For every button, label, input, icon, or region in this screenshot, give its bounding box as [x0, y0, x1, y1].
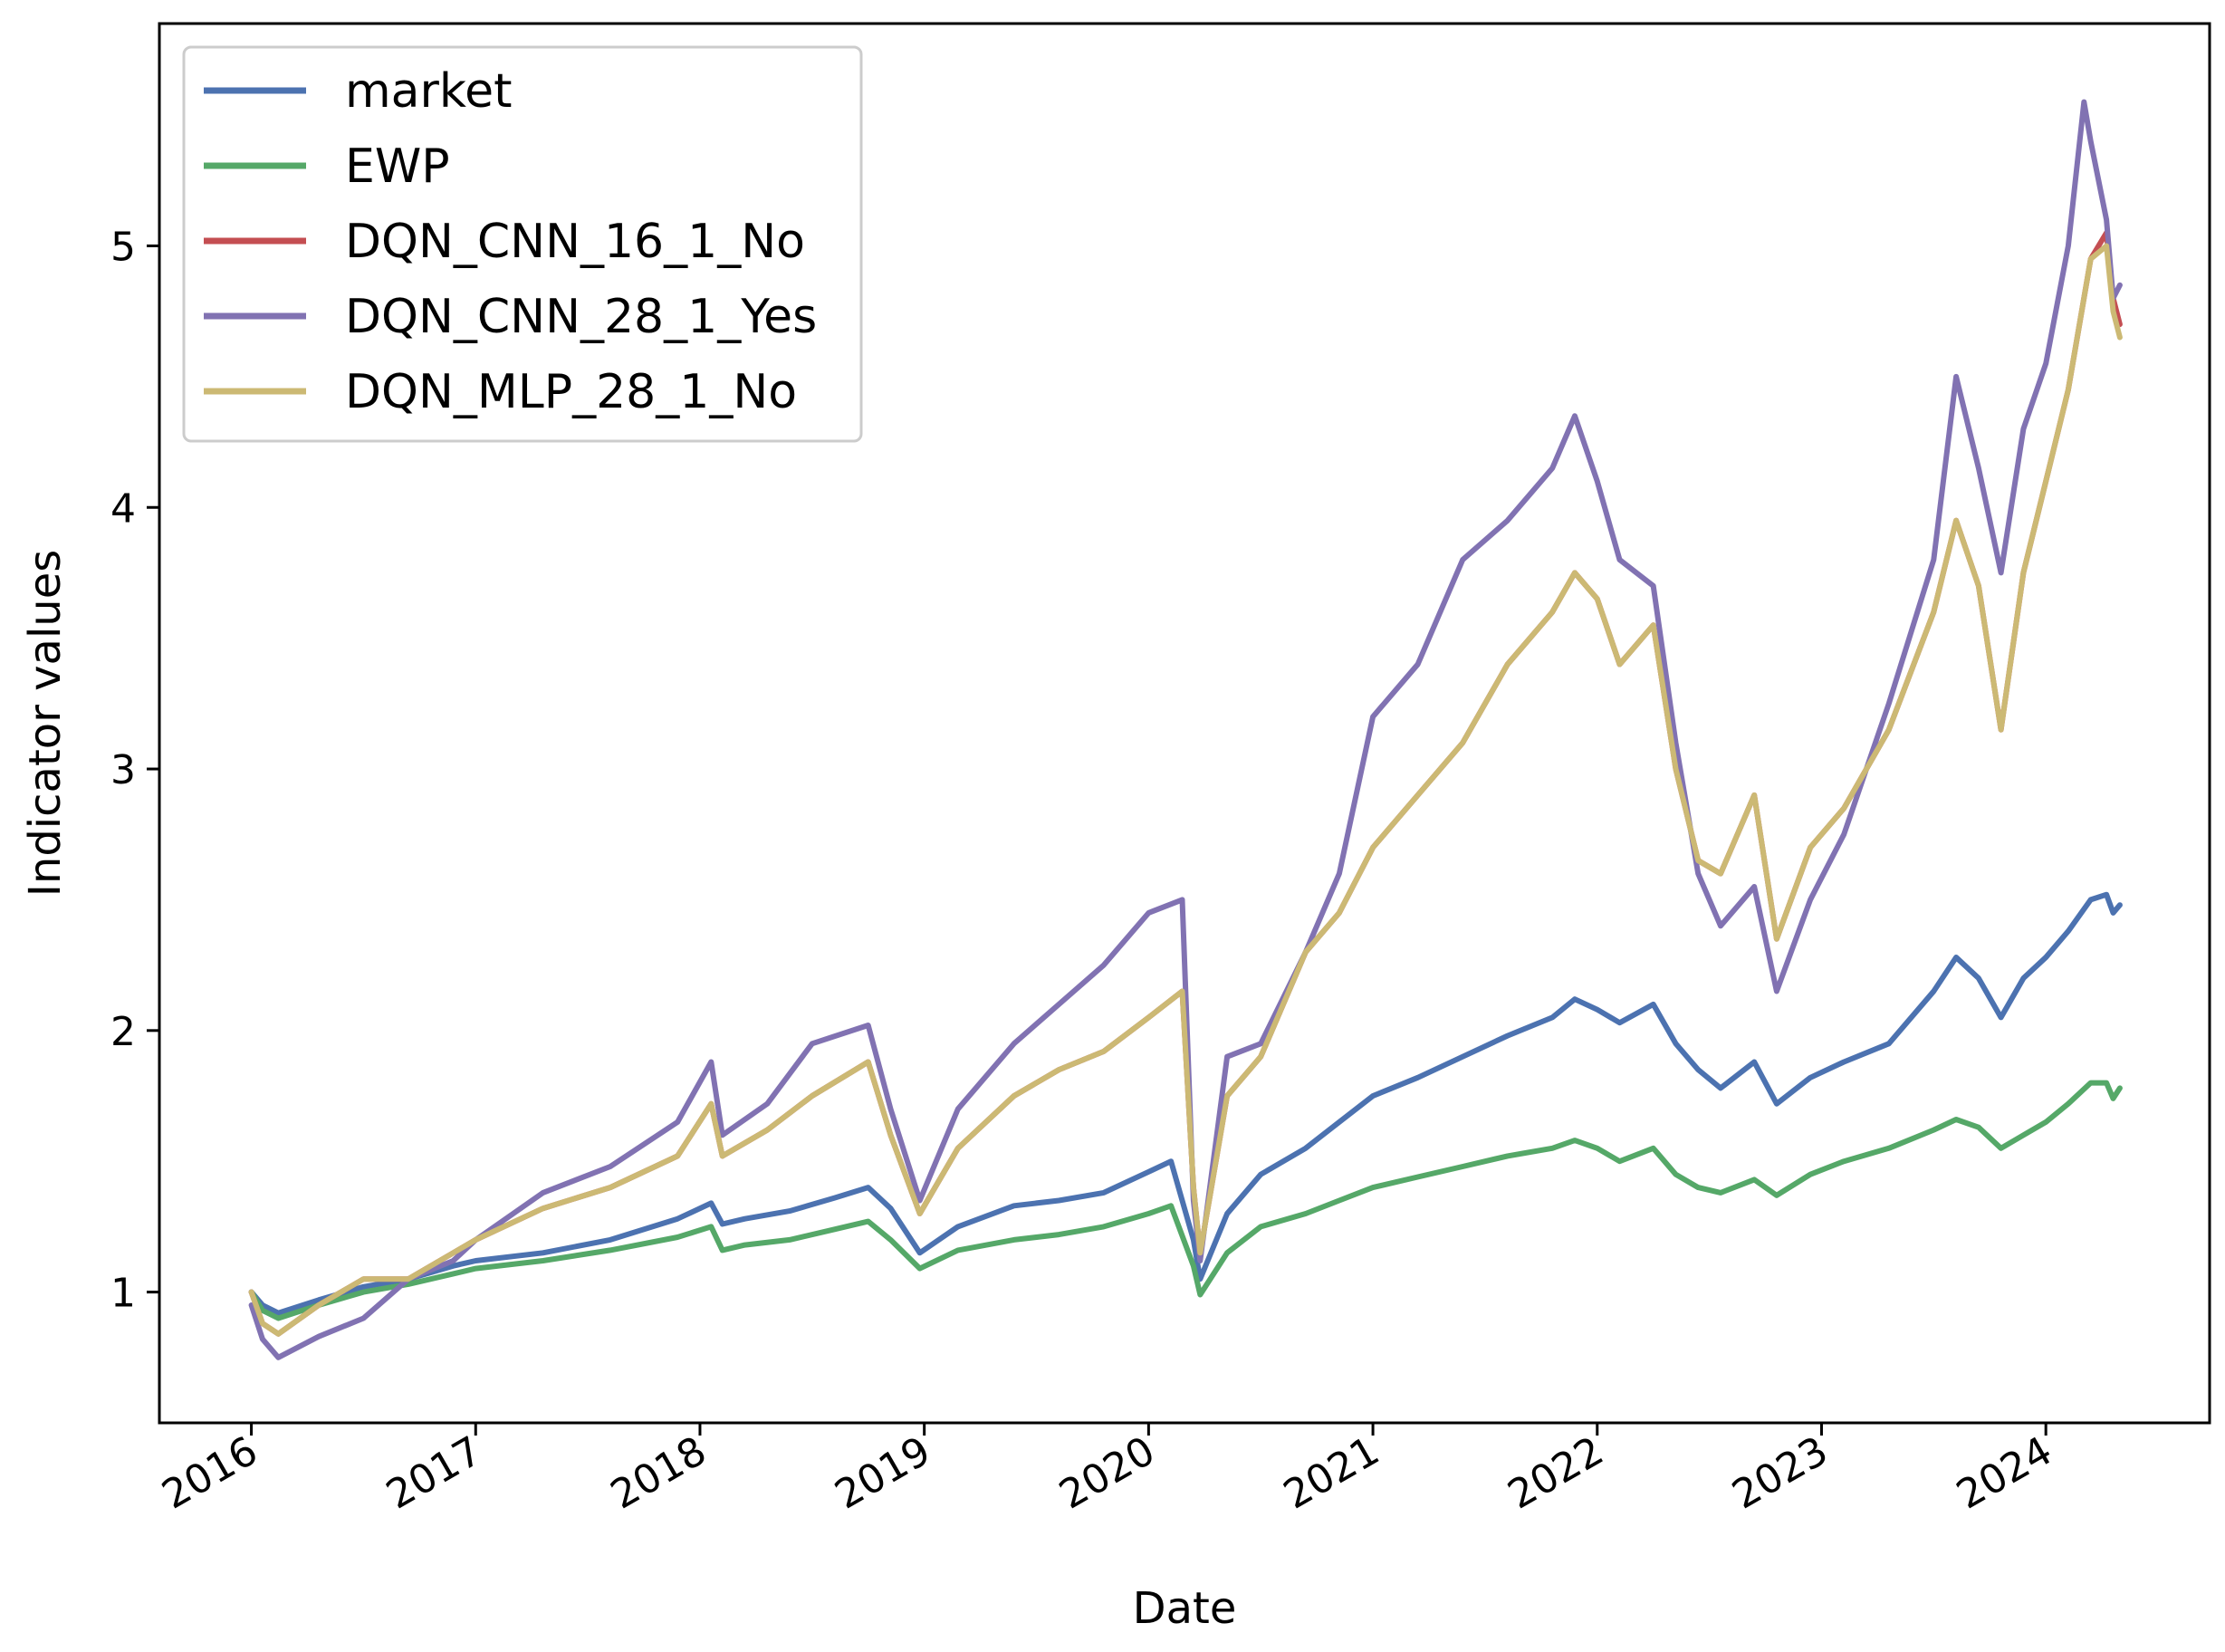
legend-label: market — [345, 64, 513, 119]
x-tick-label: 2017 — [379, 1427, 489, 1518]
legend-box — [182, 45, 863, 443]
x-tick-label: 2019 — [828, 1427, 938, 1518]
x-tick-label: 2018 — [603, 1427, 714, 1518]
x-tick-label: 2021 — [1276, 1427, 1386, 1518]
y-tick-label: 3 — [110, 747, 136, 793]
legend-label: DQN_CNN_28_1_Yes — [345, 290, 817, 344]
y-tick-label: 5 — [110, 224, 136, 270]
plot-frame — [158, 22, 2211, 1425]
series-layer — [248, 99, 2123, 1360]
y-tick-label: 2 — [110, 1009, 136, 1055]
x-tick-label: 2023 — [1724, 1427, 1835, 1518]
x-tick-label: 2022 — [1501, 1427, 1611, 1518]
y-tick-label: 4 — [110, 485, 136, 532]
y-tick-label: 1 — [110, 1271, 136, 1317]
x-tick-label: 2024 — [1949, 1427, 2059, 1518]
x-tick-label: 2016 — [155, 1427, 265, 1518]
x-tick-label: 2020 — [1051, 1427, 1162, 1518]
legend-label: EWP — [345, 139, 450, 194]
series-line-dqn-mlp-28-1-no — [248, 243, 2123, 1337]
x-axis: 2016 2017 2018 2019 2020 2021 2022 2023 2024 — [155, 1423, 2060, 1519]
x-axis-label: Date — [1133, 1583, 1237, 1634]
y-axis-label: Indicator values — [20, 550, 71, 897]
series-line-ewp — [248, 1080, 2123, 1321]
legend-label: DQN_MLP_28_1_No — [345, 365, 797, 419]
series-line-dqn-cnn-28-1-yes — [248, 99, 2123, 1360]
y-axis: 1 2 3 4 5 — [110, 224, 159, 1317]
legend: market EWP DQN_CNN_16_1_No DQN_CNN_28_1_Yes… — [182, 45, 863, 443]
legend-label: DQN_CNN_16_1_No — [345, 215, 805, 269]
series-line-market — [248, 891, 2123, 1316]
